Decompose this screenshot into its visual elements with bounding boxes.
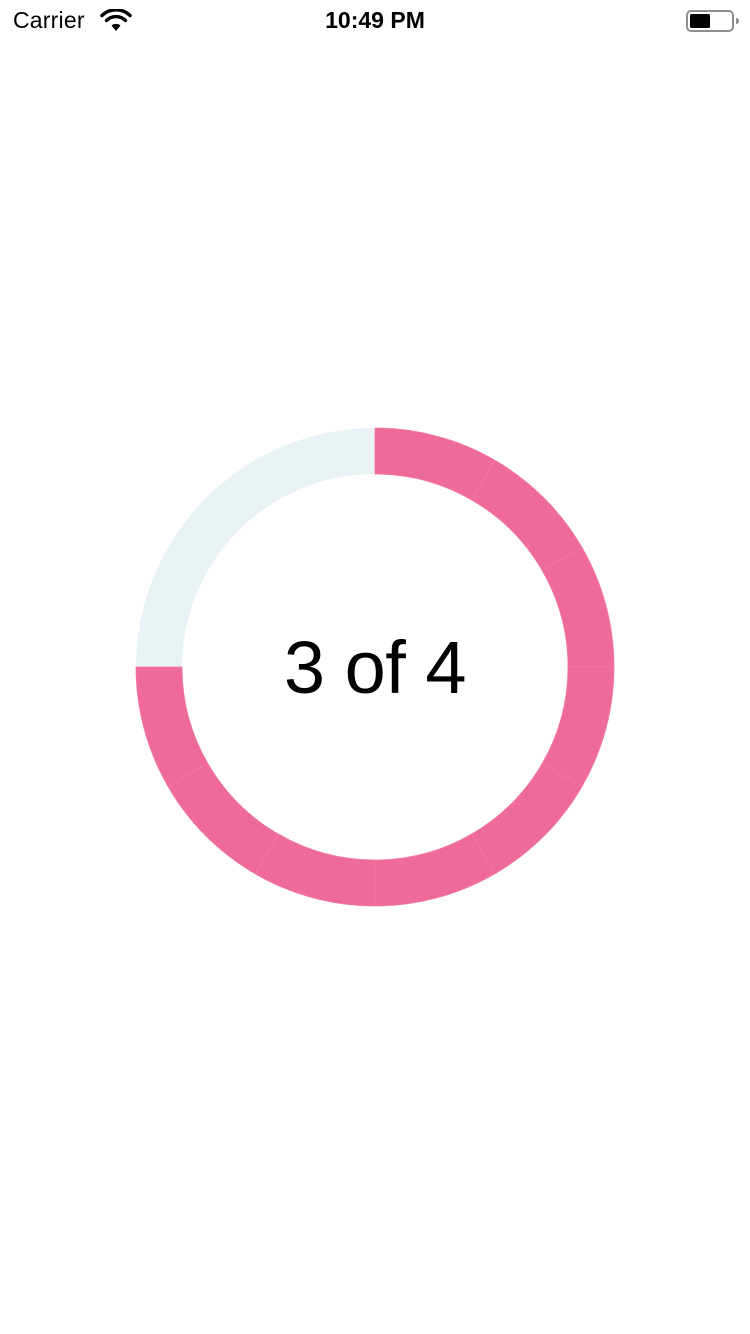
progress-label: 3 of 4 — [283, 625, 467, 709]
status-bar: Carrier 10:49 PM — [0, 0, 750, 40]
progress-track — [136, 428, 375, 667]
progress-ring: 3 of 4 — [134, 426, 616, 908]
battery-level-fill — [690, 14, 710, 28]
wifi-icon — [100, 9, 132, 31]
progress-ring-graphic — [135, 427, 615, 907]
status-time: 10:49 PM — [325, 7, 425, 33]
carrier-label: Carrier — [13, 7, 85, 33]
battery-icon — [686, 10, 739, 32]
progress-segment — [135, 666, 209, 788]
